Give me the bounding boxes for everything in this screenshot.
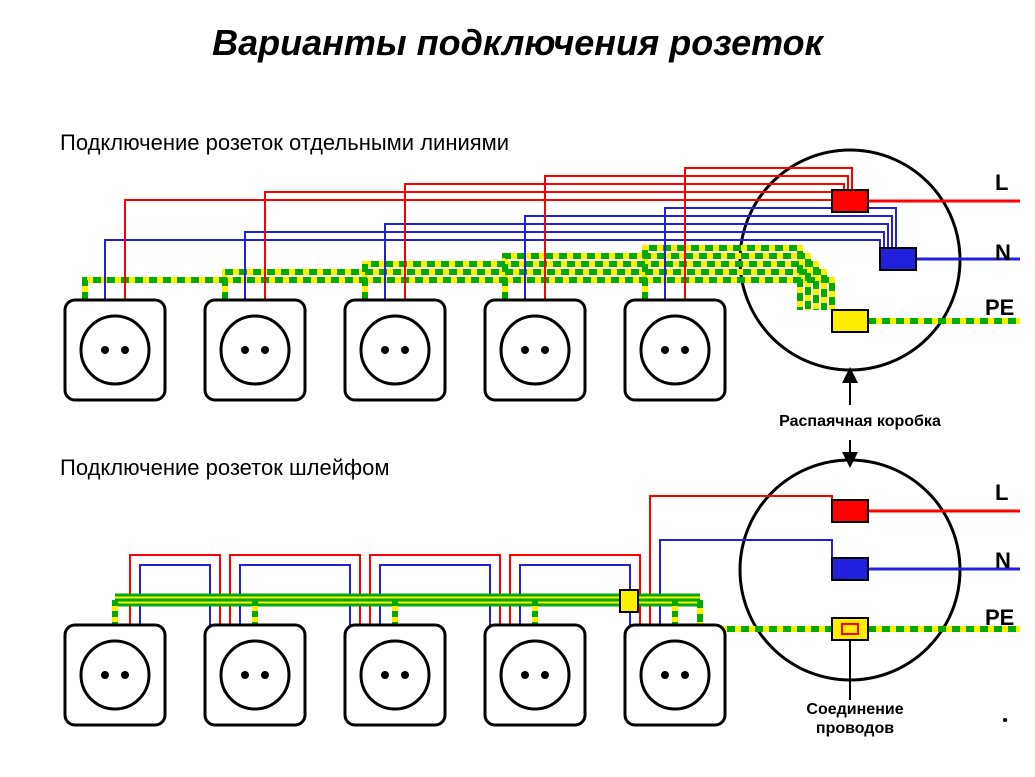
main-title: Варианты подключения розеток [0,22,1035,64]
subtitle-daisy-chain: Подключение розеток шлейфом [60,455,389,481]
label-L-1: L [995,170,1008,196]
label-L-2: L [995,480,1008,506]
connection-label-l2: проводов [816,720,894,737]
subtitle-separate-lines: Подключение розеток отдельными линиями [60,130,509,156]
wiring-svg [0,0,1035,777]
diagram-canvas: Варианты подключения розеток Подключение… [0,0,1035,777]
label-PE-1: PE [985,295,1014,321]
junction-box-label: Распаячная коробка [760,412,960,431]
label-N-2: N [995,548,1011,574]
label-PE-2: PE [985,605,1014,631]
connection-label-l1: Соединение [806,701,903,718]
wire-connection-label: Соединение проводов [770,700,940,738]
label-N-1: N [995,240,1011,266]
